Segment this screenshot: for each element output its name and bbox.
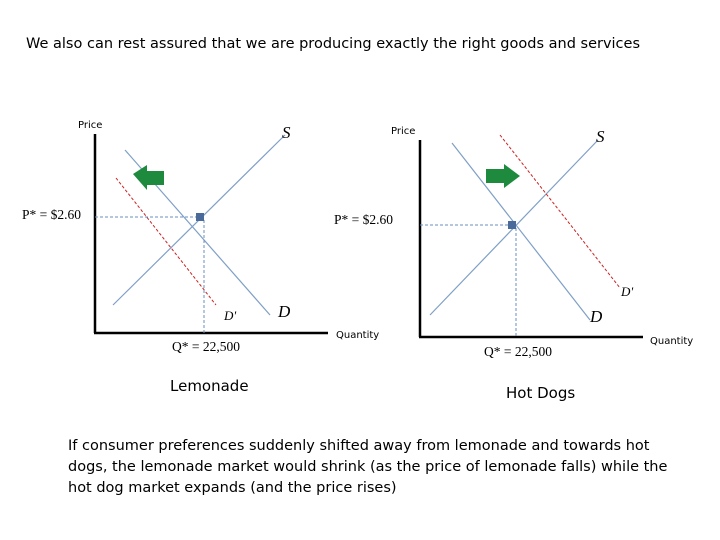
lemonade-demand-label: D — [277, 302, 291, 321]
lemonade-diagram: Price Quantity S D D' P* = $2.60 Q* = 22… — [22, 120, 379, 354]
slide-heading: We also can rest assured that we are pro… — [26, 36, 641, 52]
lemonade-quantity-label: Q* = 22,500 — [172, 339, 240, 354]
hot-dogs-demand-label: D — [589, 307, 603, 326]
hot-dogs-new-demand-curve — [499, 134, 621, 289]
lemonade-y-axis-label: Price — [78, 120, 102, 131]
lemonade-shift-arrow — [133, 165, 164, 190]
hot-dogs-supply-label: S — [596, 127, 605, 146]
lemonade-market-title: Lemonade — [170, 377, 249, 395]
hot-dogs-x-axis-label: Quantity — [650, 336, 693, 347]
lemonade-equilibrium-point — [196, 213, 204, 221]
hot-dogs-y-axis-label: Price — [391, 126, 415, 137]
hot-dogs-new-demand-label: D' — [620, 284, 633, 299]
hot-dogs-equilibrium-point — [508, 221, 516, 229]
lemonade-x-axis-label: Quantity — [336, 330, 379, 341]
hot-dogs-price-label: P* = $2.60 — [334, 212, 393, 227]
hot-dogs-quantity-label: Q* = 22,500 — [484, 344, 552, 359]
hot-dogs-shift-arrow — [486, 164, 520, 188]
lemonade-new-demand-label: D' — [223, 308, 236, 323]
lemonade-supply-label: S — [282, 123, 291, 142]
lemonade-new-demand-curve — [115, 177, 217, 306]
hot-dogs-diagram: Price Quantity S D D' P* = $2.60 Q* = 22… — [334, 126, 693, 359]
hot-dogs-market-title: Hot Dogs — [506, 384, 576, 402]
explanation-caption: If consumer preferences suddenly shifted… — [68, 438, 668, 496]
hot-dogs-demand-curve — [451, 142, 591, 321]
lemonade-price-label: P* = $2.60 — [22, 207, 81, 222]
